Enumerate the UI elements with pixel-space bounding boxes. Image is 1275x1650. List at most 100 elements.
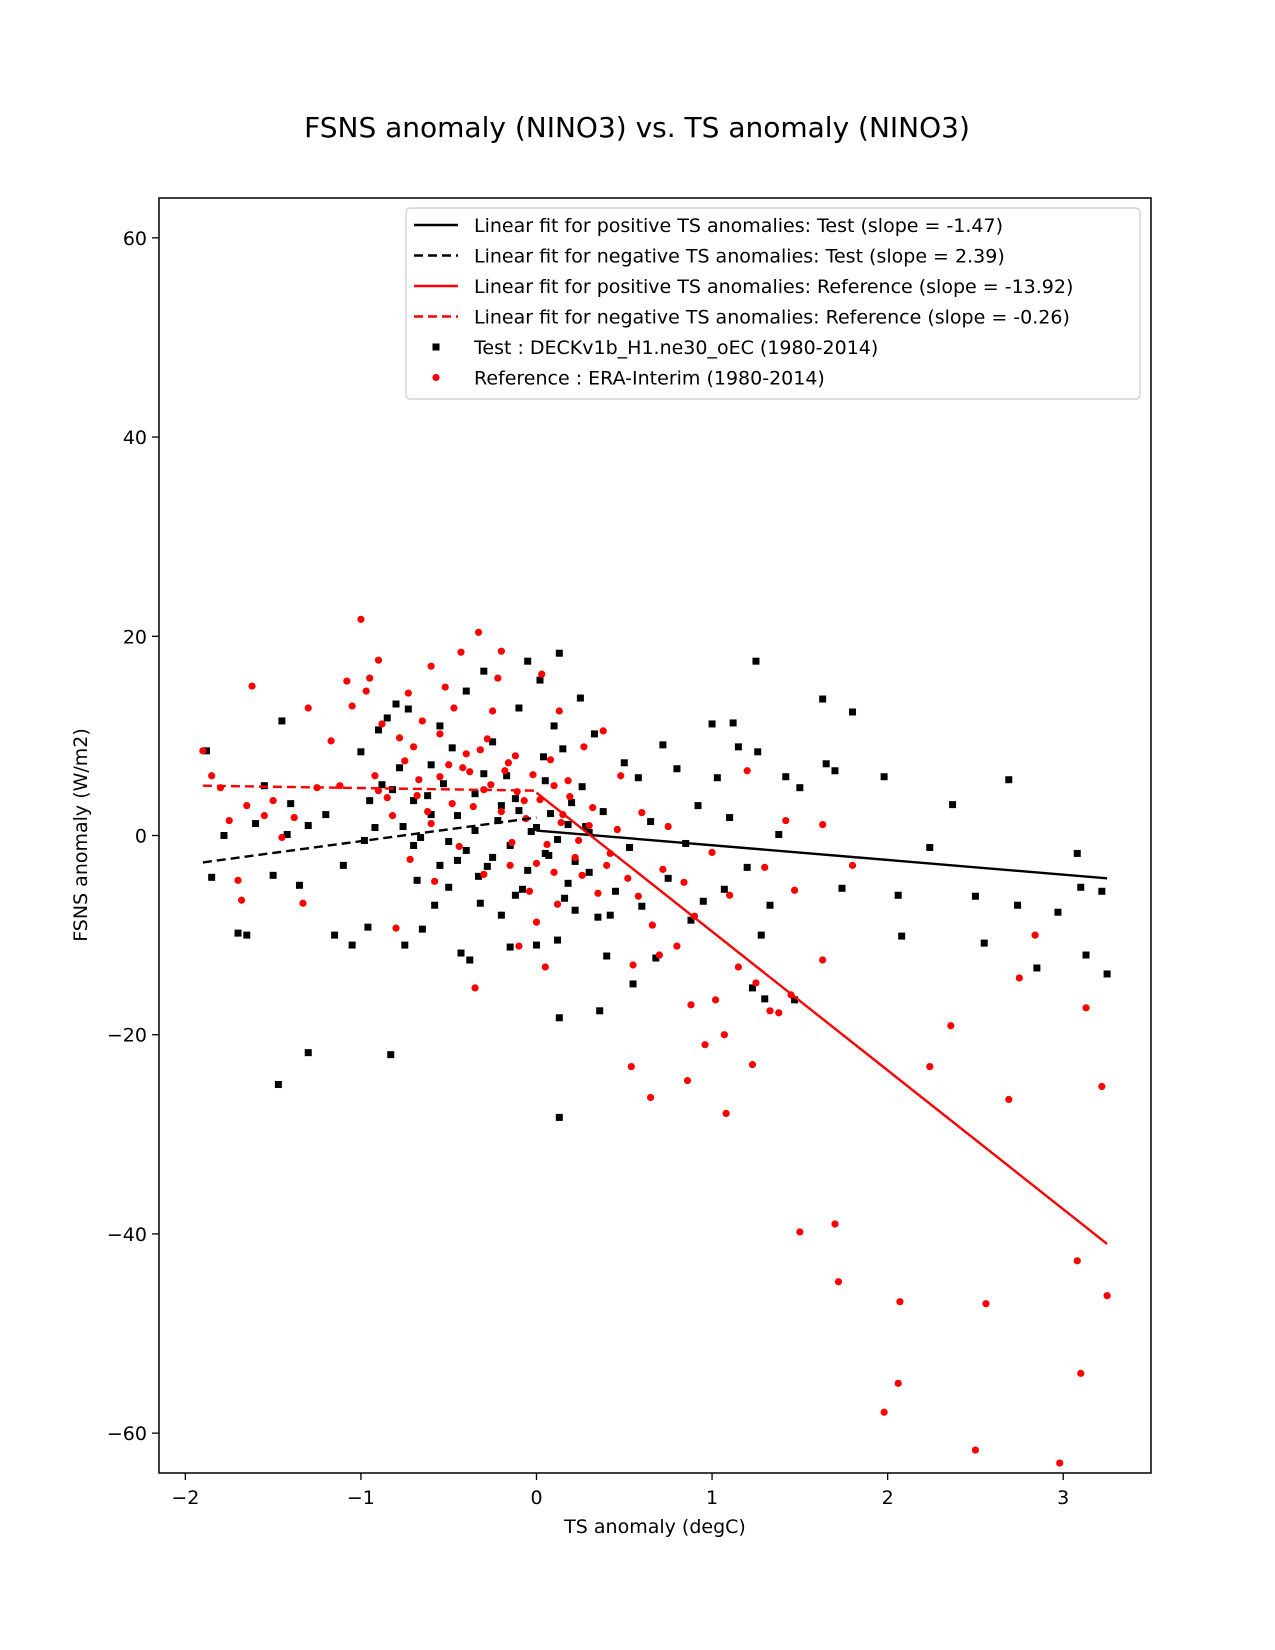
test-point [436,722,444,730]
reference-point [796,1228,804,1236]
test-point [471,827,479,835]
test-point [413,876,421,884]
test-point [431,901,439,909]
legend-circle-swatch [432,373,440,382]
test-point [304,1049,312,1057]
test-point [761,995,769,1003]
reference-point [711,996,720,1004]
reference-point [555,707,563,715]
test-point [511,891,519,899]
reference-point [525,887,534,895]
reference-point [413,792,421,800]
reference-point [571,853,579,862]
reference-point [655,951,663,959]
reference-point [508,838,516,847]
reference-point [782,816,790,825]
test-point [594,913,602,921]
reference-point [348,702,356,710]
test-point [555,1014,563,1022]
reference-point [566,793,574,801]
reference-point [466,768,474,776]
reference-point [664,822,672,831]
reference-point [488,707,497,715]
test-point [532,941,540,949]
test-point [687,916,695,924]
reference-point [225,816,233,825]
test-point [220,832,228,839]
fit-lines-layer [202,784,1108,1245]
test-point [462,846,470,854]
test-point [445,883,453,891]
test-point [576,694,584,702]
test-point [392,700,400,708]
test-point [295,881,303,889]
test-point [480,770,488,778]
fit-line-3 [535,791,1108,1245]
x-tick-label: −1 [347,1487,375,1509]
test-point [1014,901,1022,909]
test-point [532,824,540,832]
reference-point [648,921,656,929]
reference-point [459,764,467,772]
test-point [971,892,979,900]
reference-point [982,1300,990,1308]
reference-point [436,730,444,738]
reference-point [680,878,688,886]
test-point [571,906,579,914]
reference-point [1015,974,1023,982]
legend-square-swatch [432,343,440,351]
reference-point [701,1041,709,1049]
test-point [234,929,242,937]
legend-label: Linear fit for positive TS anomalies: Te… [474,215,1003,237]
reference-point [819,820,827,829]
test-point [791,996,799,1004]
x-tick-label: 2 [882,1487,894,1509]
reference-point [371,772,379,780]
test-point [713,774,721,782]
reference-point [362,687,370,695]
test-point [638,902,646,910]
reference-point [497,647,505,655]
reference-point [819,956,827,964]
reference-point [304,704,312,712]
reference-point [529,771,537,779]
test-point [603,952,611,960]
test-point [274,1081,282,1089]
test-point [726,814,734,822]
reference-point [578,871,586,879]
test-point [831,767,839,775]
legend: Linear fit for positive TS anomalies: Te… [405,207,1141,400]
reference-point [647,1093,655,1102]
reference-point [1082,1004,1090,1012]
test-point [515,704,523,712]
test-point [926,843,934,851]
legend-box [405,207,1141,400]
test-point [417,833,425,841]
reference-point [775,1009,783,1017]
test-point [647,818,655,826]
reference-point [504,759,512,767]
test-point [427,761,435,769]
legend-label: Linear fit for negative TS anomalies: Re… [474,307,1070,329]
x-axis: −2 −1 0 1 2 3 [171,1473,1069,1509]
y-tick-label: 60 [123,228,147,250]
test-point [980,939,988,947]
reference-point [831,1220,839,1228]
reference-point [401,757,409,765]
test-point [462,687,470,695]
reference-point [708,848,716,857]
reference-point [971,1446,980,1454]
test-point [849,708,857,716]
y-axis-label: FSNS anomaly (W/m2) [70,728,92,942]
test-point [554,835,562,843]
test-point [629,980,637,988]
test-point [371,824,379,832]
test-point [304,822,312,830]
reference-point [501,767,509,775]
test-point [331,931,339,939]
x-tick-label: 1 [706,1487,718,1509]
x-axis-label: TS anomaly (degC) [563,1516,746,1538]
reference-point [388,811,397,820]
reference-point [406,855,414,864]
test-point [439,780,447,788]
